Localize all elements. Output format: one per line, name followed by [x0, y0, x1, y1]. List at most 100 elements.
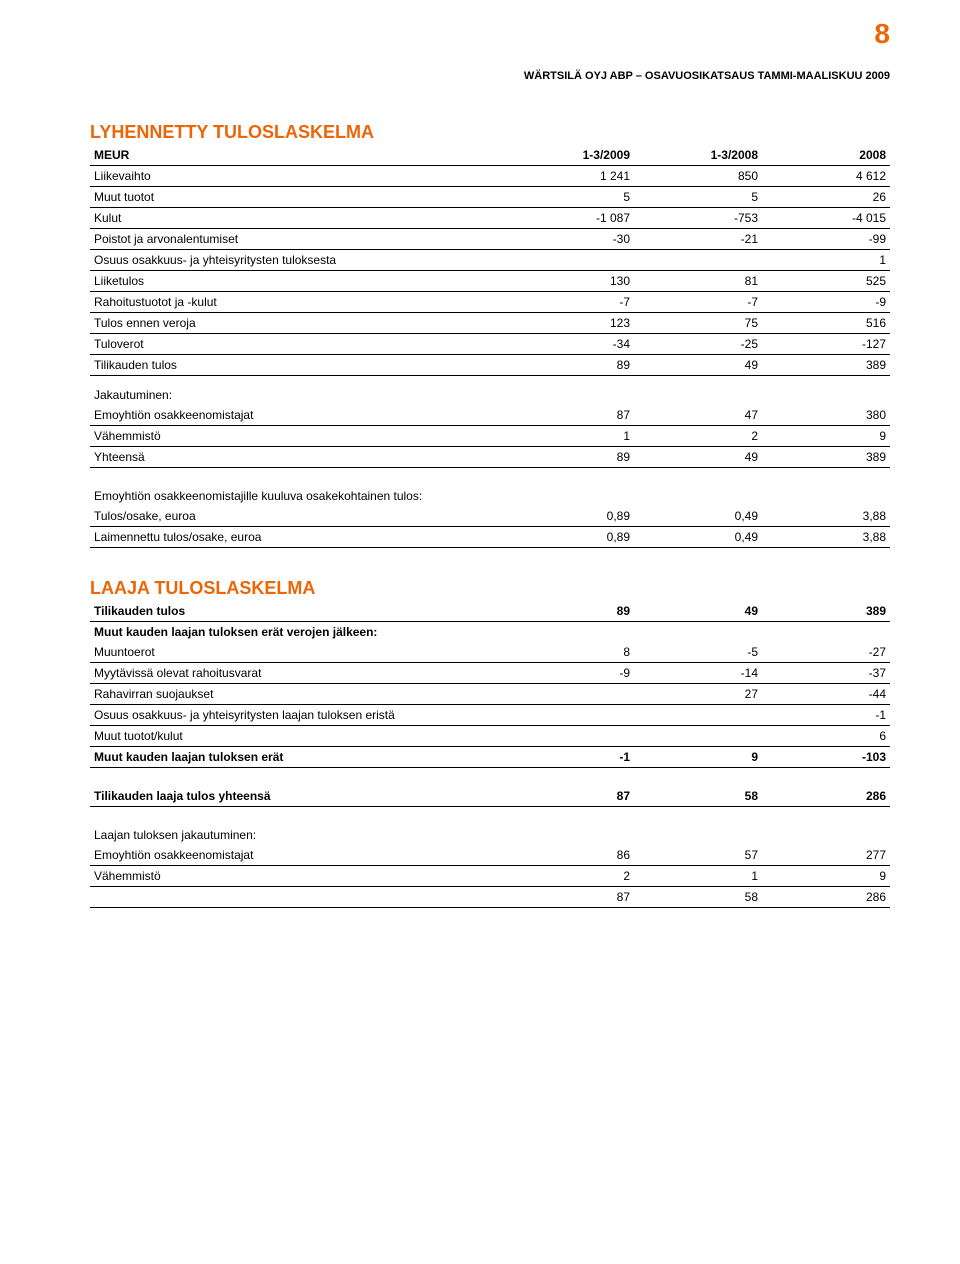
table-row: Rahavirran suojaukset27-44 — [90, 684, 890, 705]
cell: -34 — [506, 334, 634, 355]
table-laaja-jak: Laajan tuloksen jakautuminen: Emoyhtiön … — [90, 825, 890, 908]
table-row: Kulut-1 087-753-4 015 — [90, 208, 890, 229]
table-row: Osuus osakkuus- ja yhteisyritysten tulok… — [90, 250, 890, 271]
cell: 89 — [506, 355, 634, 376]
cell: 87 — [506, 887, 634, 908]
cell: -9 — [506, 663, 634, 684]
cell: 389 — [762, 355, 890, 376]
cell: 9 — [762, 426, 890, 447]
cell: 47 — [634, 405, 762, 426]
cell: 1 — [506, 426, 634, 447]
cell: 6 — [762, 726, 890, 747]
col-header-3: 2008 — [762, 145, 890, 166]
cell: 2 — [506, 866, 634, 887]
cell: 58 — [634, 887, 762, 908]
cell: -5 — [634, 642, 762, 663]
cell: -9 — [762, 292, 890, 313]
row-label: Muuntoerot — [90, 642, 506, 663]
row-label: Tulos ennen veroja — [90, 313, 506, 334]
cell: 49 — [634, 355, 762, 376]
cell: 123 — [506, 313, 634, 334]
cell: 1 — [634, 866, 762, 887]
cell: 87 — [506, 405, 634, 426]
cell: -1 — [762, 705, 890, 726]
cell: 89 — [506, 447, 634, 468]
page-number: 8 — [874, 18, 890, 50]
row-label: Osuus osakkuus- ja yhteisyritysten laaja… — [90, 705, 506, 726]
cell: -37 — [762, 663, 890, 684]
cell: 8 — [506, 642, 634, 663]
row-label: Tuloverot — [90, 334, 506, 355]
row-label: Osuus osakkuus- ja yhteisyritysten tulok… — [90, 250, 506, 271]
row-label: Poistot ja arvonalentumiset — [90, 229, 506, 250]
row-label: Muut kauden laajan tuloksen erät verojen… — [90, 622, 506, 643]
table-row: Tilikauden laaja tulos yhteensä8758286 — [90, 786, 890, 807]
table-lyhennetty: MEUR 1-3/2009 1-3/2008 2008 Liikevaihto1… — [90, 145, 890, 468]
cell: 0,89 — [506, 527, 634, 548]
table-row: Muut kauden laajan tuloksen erät verojen… — [90, 622, 890, 643]
cell: -25 — [634, 334, 762, 355]
table-row: Muuntoerot8-5-27 — [90, 642, 890, 663]
table-row: Laimennettu tulos/osake, euroa0,890,493,… — [90, 527, 890, 548]
cell: -27 — [762, 642, 890, 663]
row-label: Emoyhtiön osakkeenomistajat — [90, 845, 506, 866]
table-row: Tilikauden tulos8949389 — [90, 601, 890, 622]
page-container: 8 WÄRTSILÄ OYJ ABP – OSAVUOSIKATSAUS TAM… — [0, 0, 960, 968]
col-header-label: MEUR — [90, 145, 506, 166]
row-label — [90, 887, 506, 908]
cell: 86 — [506, 845, 634, 866]
cell: -103 — [762, 747, 890, 768]
table-row: Muut tuotot/kulut 6 — [90, 726, 890, 747]
row-label: Tulos/osake, euroa — [90, 506, 506, 527]
cell: 89 — [506, 601, 634, 622]
cell: 516 — [762, 313, 890, 334]
table-row: Tilikauden tulos8949389 — [90, 355, 890, 376]
cell: -7 — [634, 292, 762, 313]
sub-heading-label: Laajan tuloksen jakautuminen: — [90, 825, 506, 845]
sub-heading-label: Emoyhtiön osakkeenomistajille kuuluva os… — [90, 486, 506, 506]
cell: -14 — [634, 663, 762, 684]
col-header-2: 1-3/2008 — [634, 145, 762, 166]
table-row: Tulos ennen veroja12375516 — [90, 313, 890, 334]
row-label: Muut tuotot — [90, 187, 506, 208]
row-label: Tilikauden tulos — [90, 601, 506, 622]
cell: 58 — [634, 786, 762, 807]
table-row: 8758286 — [90, 887, 890, 908]
cell: -1 — [506, 747, 634, 768]
cell: 389 — [762, 601, 890, 622]
cell — [634, 250, 762, 271]
table-row: Liikevaihto1 2418504 612 — [90, 166, 890, 187]
row-label: Rahoitustuotot ja -kulut — [90, 292, 506, 313]
cell: -4 015 — [762, 208, 890, 229]
row-label: Vähemmistö — [90, 866, 506, 887]
table-row: Vähemmistö219 — [90, 866, 890, 887]
row-label: Tilikauden laaja tulos yhteensä — [90, 786, 506, 807]
eps-heading-row: Emoyhtiön osakkeenomistajille kuuluva os… — [90, 486, 890, 506]
col-header-1: 1-3/2009 — [506, 145, 634, 166]
sub-heading-label: Jakautuminen: — [90, 376, 506, 406]
cell: -30 — [506, 229, 634, 250]
cell: 5 — [634, 187, 762, 208]
cell: 49 — [634, 447, 762, 468]
section-title-lyhennetty: LYHENNETTY TULOSLASKELMA — [90, 122, 890, 143]
cell: 0,89 — [506, 506, 634, 527]
table-row: Osuus osakkuus- ja yhteisyritysten laaja… — [90, 705, 890, 726]
cell: 57 — [634, 845, 762, 866]
table-row: Muut kauden laajan tuloksen erät-19-103 — [90, 747, 890, 768]
table-row: Tuloverot-34-25-127 — [90, 334, 890, 355]
row-label: Emoyhtiön osakkeenomistajat — [90, 405, 506, 426]
cell: 0,49 — [634, 506, 762, 527]
table-laaja-total: Tilikauden laaja tulos yhteensä8758286 — [90, 786, 890, 807]
cell: -7 — [506, 292, 634, 313]
cell: 286 — [762, 887, 890, 908]
cell: 2 — [634, 426, 762, 447]
cell: -753 — [634, 208, 762, 229]
row-label: Rahavirran suojaukset — [90, 684, 506, 705]
table-row: Liiketulos13081525 — [90, 271, 890, 292]
cell: 5 — [506, 187, 634, 208]
row-label: Muut tuotot/kulut — [90, 726, 506, 747]
cell: -127 — [762, 334, 890, 355]
cell: -44 — [762, 684, 890, 705]
cell — [506, 684, 634, 705]
cell: 0,49 — [634, 527, 762, 548]
